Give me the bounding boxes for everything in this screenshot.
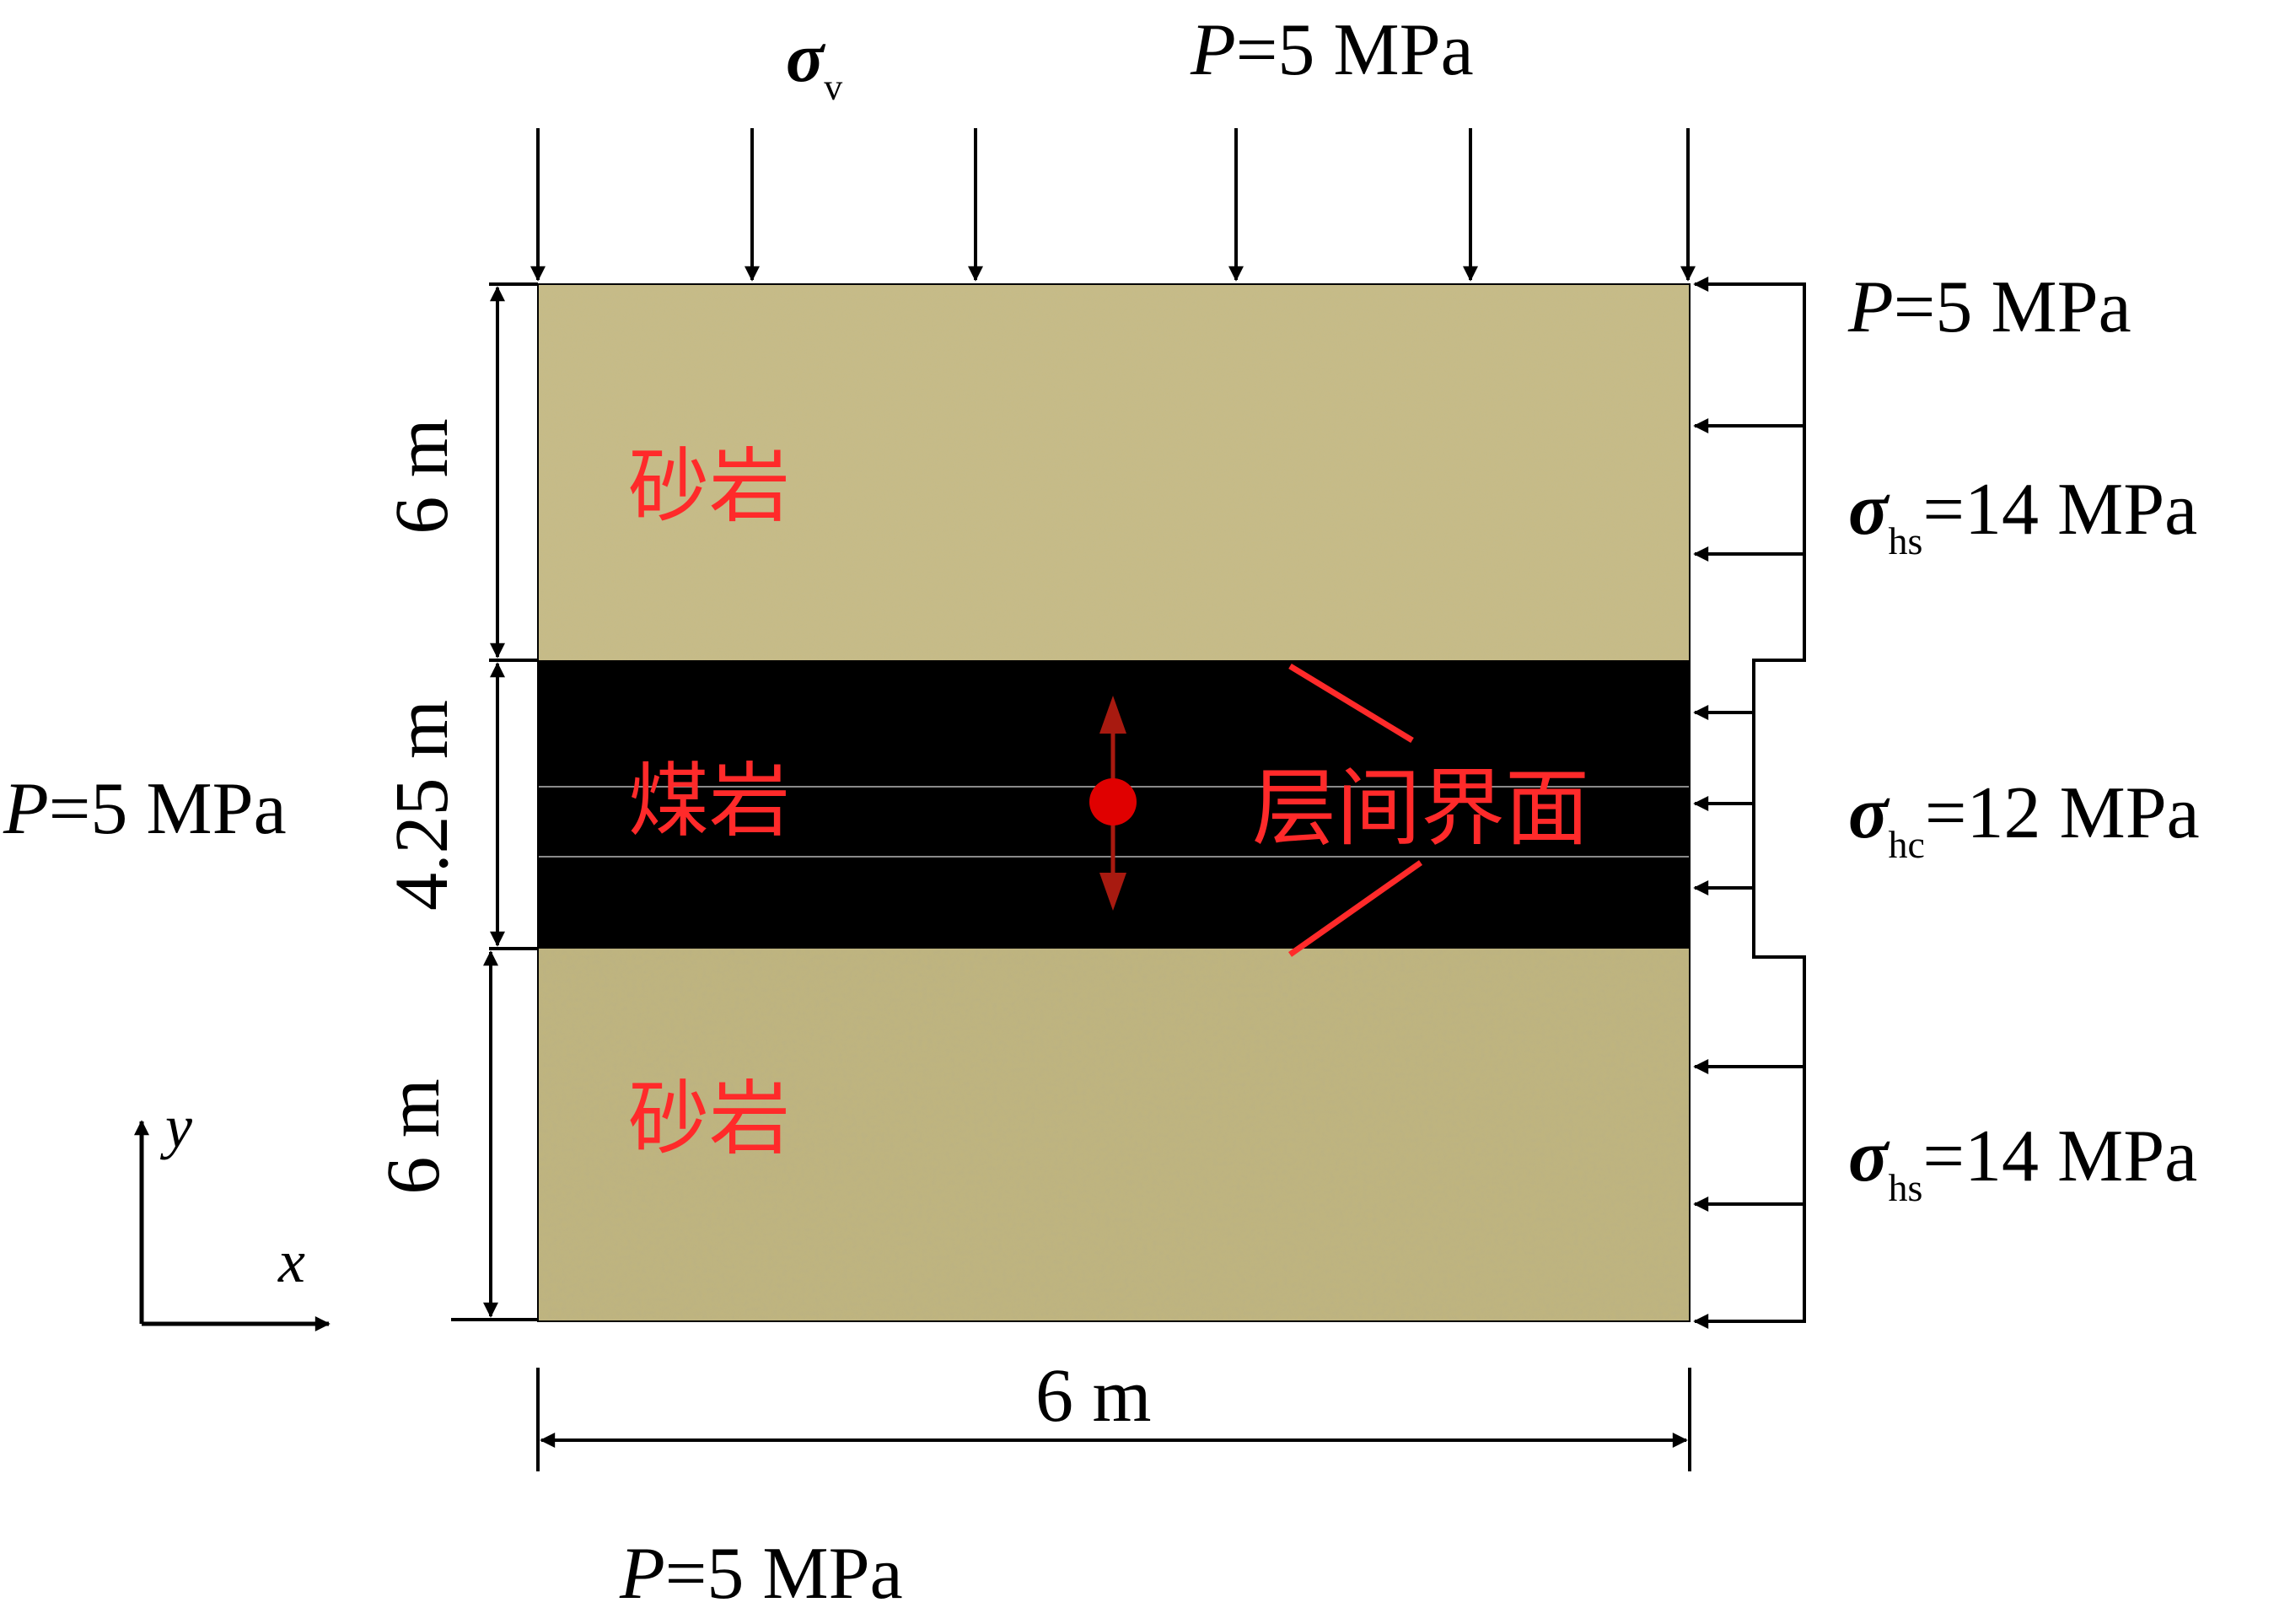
coordinate-axes (134, 1120, 331, 1331)
layer-bottom-sandstone (538, 949, 1690, 1321)
model-border (537, 283, 1691, 1322)
well-point (1089, 696, 1137, 911)
width-dimension-lines (536, 1368, 1691, 1471)
sigma-v-load-arrows (530, 128, 1696, 282)
axis-x-label: x (277, 1228, 305, 1295)
width-dimension-label: 6 m (1035, 1354, 1152, 1438)
height-dimension-top-label: 6 m (380, 418, 464, 535)
sigma-hs-upper-label: σhs=14 MPa (1848, 469, 2197, 562)
height-dimension-bottom-label: 6 m (372, 1078, 455, 1195)
layer-label-top-sandstone: 砂岩 (628, 442, 790, 532)
left-pressure-label: P=5 MPa (3, 768, 287, 850)
interface-pointer-lines (1287, 664, 1423, 957)
bottom-pressure-label: P=5 MPa (619, 1533, 903, 1615)
sigma-hc-label: σhc=12 MPa (1848, 772, 2200, 866)
sigma-hs-lower-label: σhs=14 MPa (1848, 1116, 2197, 1209)
axis-y-label: y (159, 1093, 192, 1160)
height-dimension-coal-label: 4.25 m (380, 700, 464, 911)
sigma-v-label: σv (786, 19, 842, 108)
well-marker-icon (1089, 778, 1137, 825)
height-dimension-lines (451, 282, 538, 1321)
right-pressure-label: P=5 MPa (1847, 266, 2131, 348)
right-stress-bracket (1693, 277, 1806, 1329)
layer-label-coal: 煤岩 (628, 756, 790, 847)
interface-label: 层间界面 (1252, 762, 1589, 856)
top-pressure-label: P=5 MPa (1190, 9, 1474, 91)
layer-top-sandstone (538, 284, 1690, 660)
layer-label-bottom-sandstone: 砂岩 (628, 1074, 790, 1164)
